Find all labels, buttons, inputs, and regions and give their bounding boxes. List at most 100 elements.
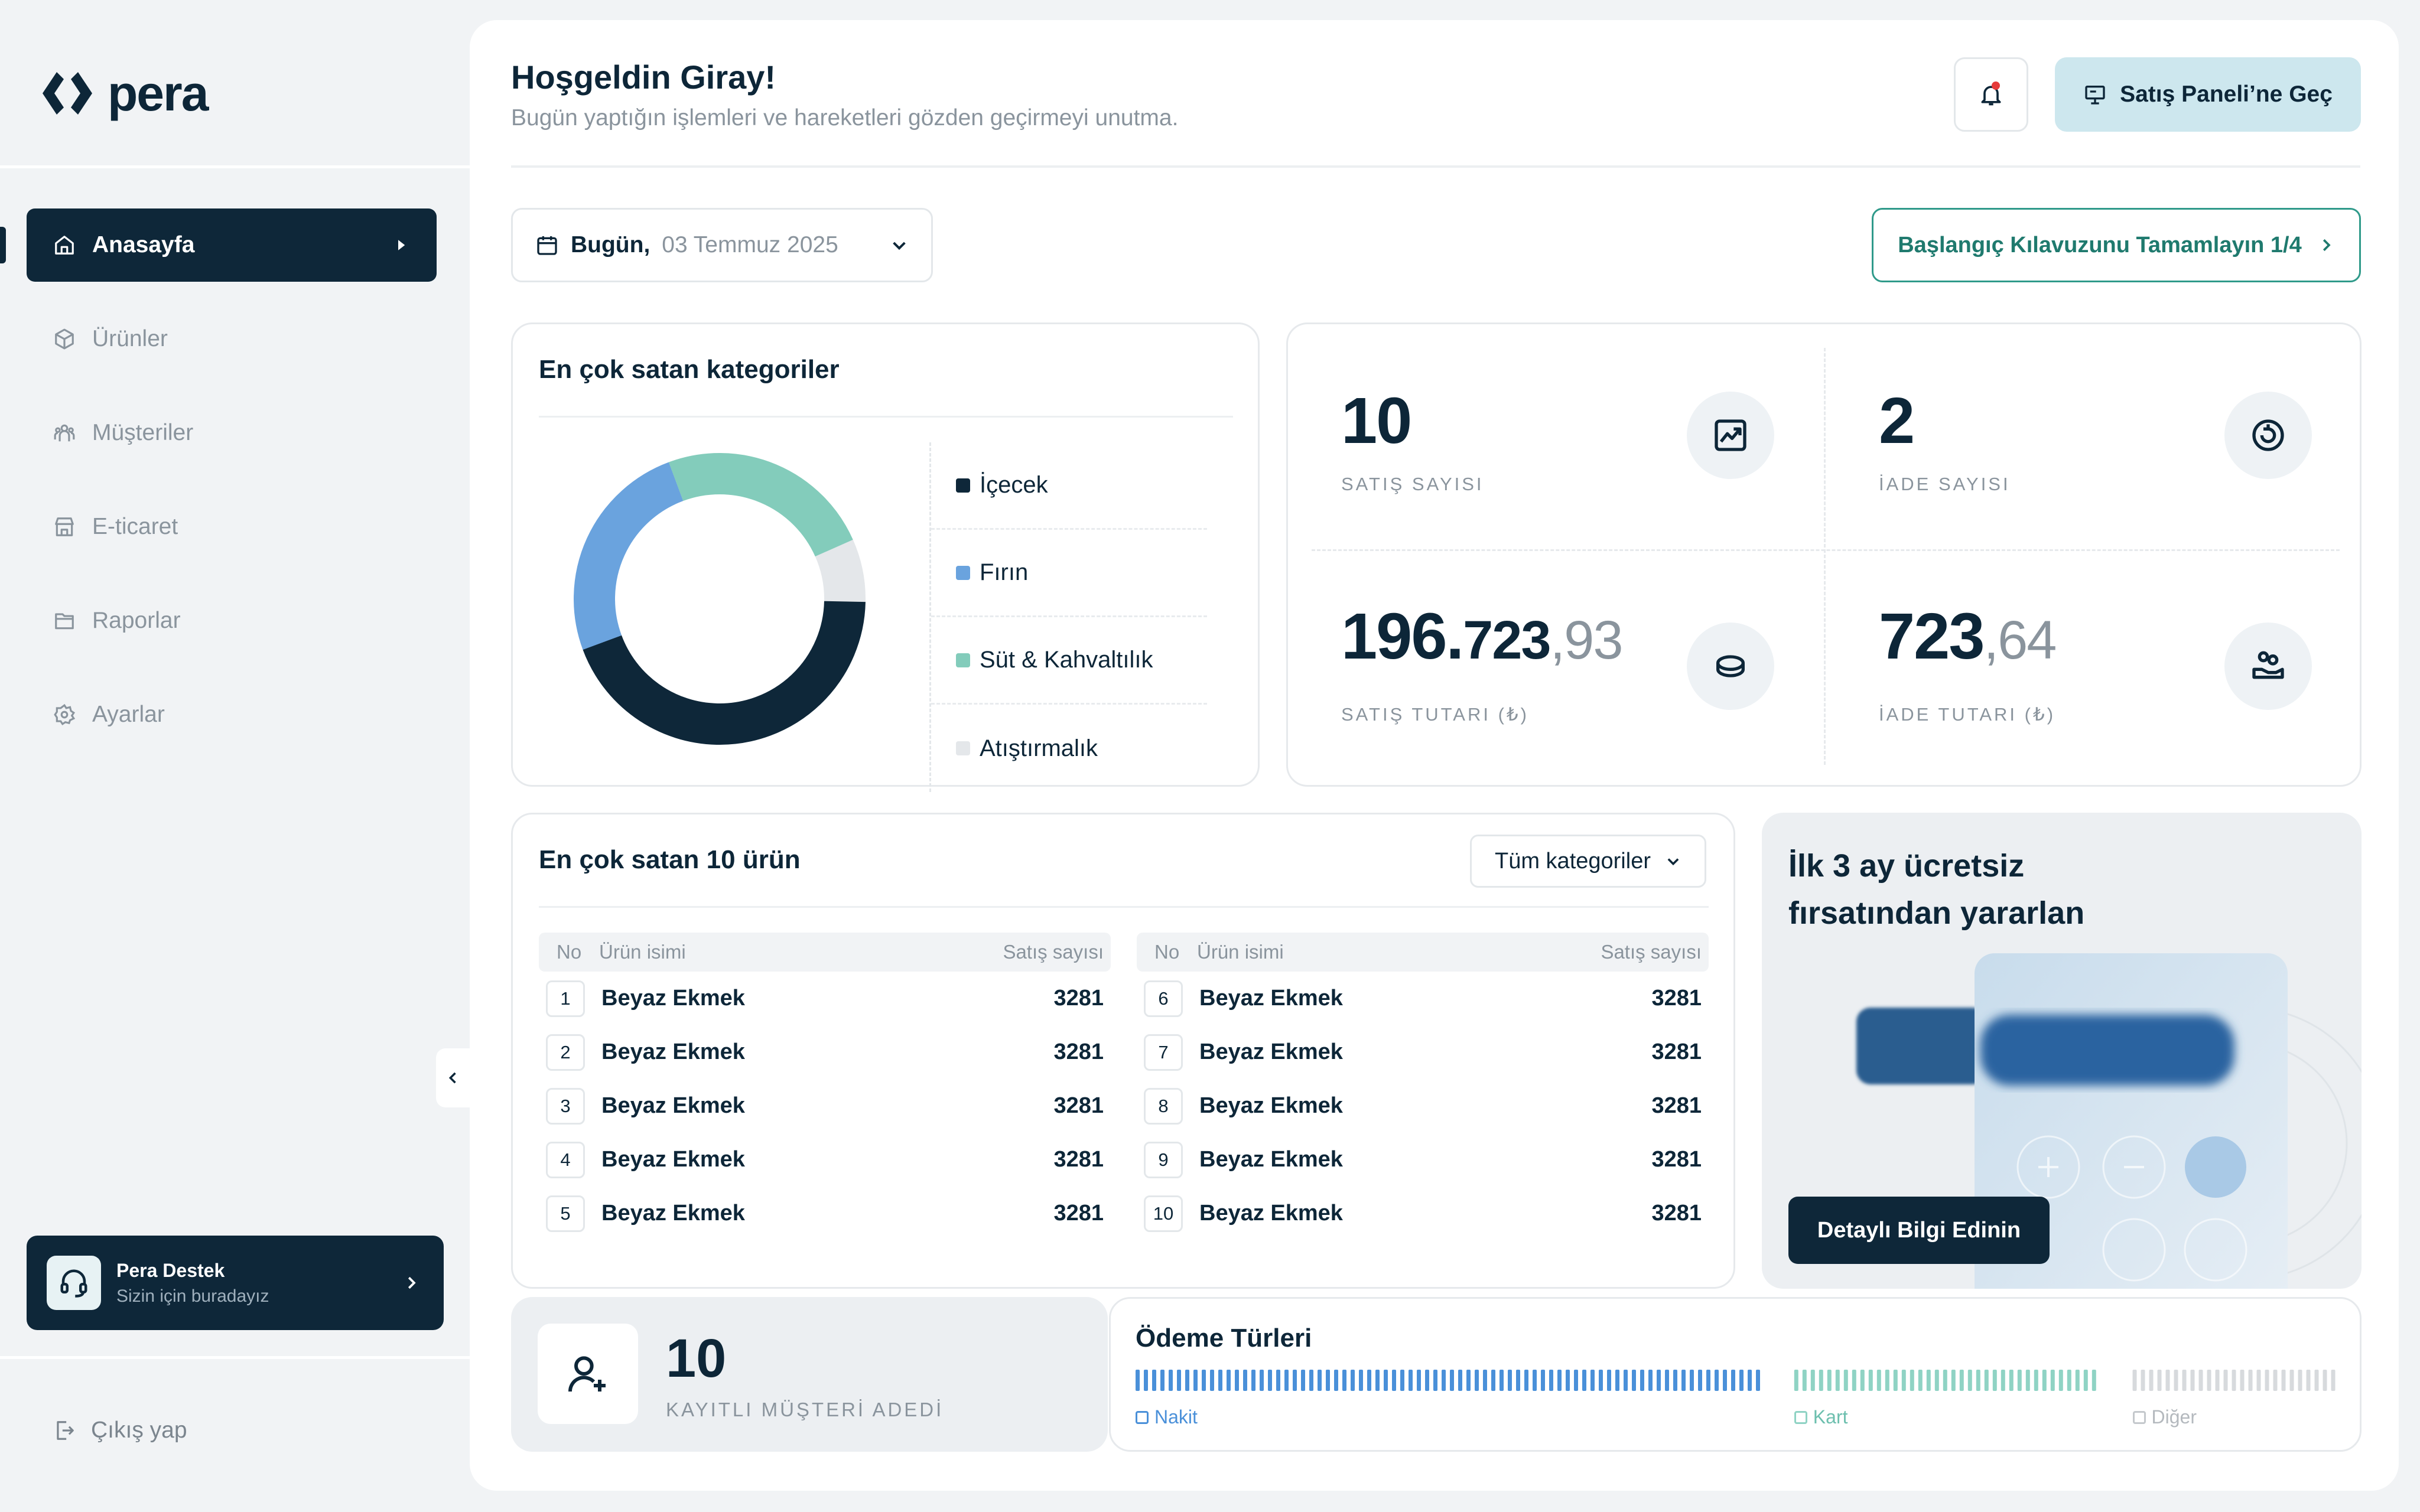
payment-bar-stripe <box>1748 1370 1752 1391</box>
payment-bar-stripe <box>1400 1370 1404 1391</box>
sidebar-item-label: Raporlar <box>92 608 181 633</box>
payment-bar-stripe <box>1466 1370 1471 1391</box>
sales-panel-button[interactable]: Satış Paneli’ne Geç <box>2055 57 2361 132</box>
table-row[interactable]: 5 Beyaz Ekmek 3281 <box>539 1187 1111 1240</box>
payment-bar-stripe <box>1934 1370 1939 1391</box>
payment-bar-stripe <box>2182 1370 2187 1391</box>
row-count: 3281 <box>1053 1147 1104 1172</box>
main-panel: Hoşgeldin Giray! Bugün yaptığın işlemler… <box>470 20 2399 1491</box>
table-row[interactable]: 4 Beyaz Ekmek 3281 <box>539 1133 1111 1187</box>
table-row[interactable]: 9 Beyaz Ekmek 3281 <box>1137 1133 1709 1187</box>
payment-bar-stripe <box>1392 1370 1396 1391</box>
page-title: Hoşgeldin Giray! <box>511 58 776 96</box>
promo-details-button[interactable]: Detaylı Bilgi Edinin <box>1788 1197 2050 1264</box>
top-products-card: En çok satan 10 ürün Tüm kategoriler No … <box>511 813 1735 1289</box>
col-name: Ürün isimi <box>1197 941 1284 963</box>
sidebar-item-musteriler[interactable]: Müşteriler <box>27 396 437 470</box>
legend-item-nakit: Nakit <box>1136 1406 1198 1428</box>
date-selector[interactable]: Bugün, 03 Temmuz 2025 <box>511 208 933 282</box>
payment-bar-stripe <box>2050 1370 2055 1391</box>
support-card[interactable]: Pera Destek Sizin için buradayız <box>27 1236 444 1330</box>
payment-segment-Diğer[interactable] <box>2132 1370 2336 1391</box>
payment-bar-stripe <box>1976 1370 1980 1391</box>
sidebar-item-anasayfa[interactable]: Anasayfa <box>27 208 437 282</box>
payment-bar-stripe <box>1268 1370 1272 1391</box>
stats-divider <box>1312 549 2340 551</box>
payment-bar-stripe <box>1359 1370 1363 1391</box>
payment-bar-stripe <box>1541 1370 1545 1391</box>
payment-bar-stripe <box>1144 1370 1148 1391</box>
legend-swatch <box>956 478 970 493</box>
table-row[interactable]: 3 Beyaz Ekmek 3281 <box>539 1079 1111 1133</box>
payment-segment-Kart[interactable] <box>1794 1370 2096 1391</box>
folder-icon <box>55 613 74 630</box>
gear-icon <box>54 703 76 726</box>
category-filter-dropdown[interactable]: Tüm kategoriler <box>1470 835 1706 888</box>
legend-swatch <box>1794 1410 1807 1424</box>
table-row[interactable]: 7 Beyaz Ekmek 3281 <box>1137 1025 1709 1079</box>
page-subtitle: Bugün yaptığın işlemleri ve hareketleri … <box>511 105 1179 131</box>
payment-bar-stripe <box>1624 1370 1628 1391</box>
row-count: 3281 <box>1053 1093 1104 1118</box>
donut-slice-Fırın[interactable] <box>572 451 867 747</box>
payment-bar-stripe <box>1533 1370 1537 1391</box>
legend-swatch <box>2132 1410 2146 1424</box>
payment-bar-stripe <box>2067 1370 2071 1391</box>
payment-bar-stripe <box>1483 1370 1487 1391</box>
registered-customers-card: 10 KAYITLI MÜŞTERİ ADEDİ <box>511 1297 1108 1452</box>
donut-slice-Atıştırmalık[interactable] <box>572 451 867 747</box>
brand-logo[interactable]: pera <box>39 64 209 123</box>
donut-slice-Süt & Kahvaltılık[interactable] <box>572 451 867 747</box>
payment-bar-stripe <box>2009 1370 2014 1391</box>
payment-bar-stripe <box>2232 1370 2236 1391</box>
row-no: 5 <box>546 1195 585 1232</box>
table-row[interactable]: 1 Beyaz Ekmek 3281 <box>539 972 1111 1025</box>
category-donut-chart <box>572 451 867 747</box>
payment-types-bar <box>1136 1370 2336 1391</box>
payment-bar-stripe <box>1251 1370 1255 1391</box>
row-name: Beyaz Ekmek <box>601 1040 745 1064</box>
payment-bar-stripe <box>1802 1370 1807 1391</box>
sidebar-item-ayarlar[interactable]: Ayarlar <box>27 678 437 751</box>
table-row[interactable]: 8 Beyaz Ekmek 3281 <box>1137 1079 1709 1133</box>
sidebar-item-eticaret[interactable]: E-ticaret <box>27 490 437 563</box>
sidebar-item-raporlar[interactable]: Raporlar <box>27 584 437 657</box>
payment-bar-stripe <box>1549 1370 1553 1391</box>
sidebar-item-label: Anasayfa <box>92 232 195 258</box>
payment-bar-stripe <box>1852 1370 1856 1391</box>
payment-bar-stripe <box>2314 1370 2319 1391</box>
caret-right-icon <box>398 240 405 250</box>
onboarding-guide-button[interactable]: Başlangıç Kılavuzunu Tamamlayın 1/4 <box>1872 208 2361 282</box>
payment-bar-stripe <box>1202 1370 1206 1391</box>
sidebar-item-urunler[interactable]: Ürünler <box>27 302 437 376</box>
payment-types-card: Ödeme Türleri Nakit Kart Diğer <box>1109 1297 2362 1452</box>
box-icon <box>55 328 74 350</box>
table-row[interactable]: 10 Beyaz Ekmek 3281 <box>1137 1187 1709 1240</box>
legend-label: İçecek <box>980 472 1048 498</box>
payment-bar-stripe <box>1491 1370 1495 1391</box>
stat-value: 2 <box>1879 384 1915 457</box>
notifications-button[interactable] <box>1954 57 2028 132</box>
payment-segment-Nakit[interactable] <box>1136 1370 1760 1391</box>
payment-bar-stripe <box>2306 1370 2311 1391</box>
payment-bar-stripe <box>1943 1370 1947 1391</box>
payment-bar-stripe <box>2207 1370 2211 1391</box>
payment-bar-stripe <box>1516 1370 1520 1391</box>
payment-bar-stripe <box>1152 1370 1156 1391</box>
sidebar-collapse-button[interactable] <box>436 1048 470 1107</box>
promo-title: İlk 3 ay ücretsiz fırsatından yararlan <box>1788 842 2084 937</box>
payment-bar-stripe <box>1640 1370 1644 1391</box>
top-categories-card: En çok satan kategoriler İçecek Fırın Sü… <box>511 322 1260 792</box>
payment-bar-stripe <box>1885 1370 1889 1391</box>
donut-slice-İçecek[interactable] <box>574 453 866 745</box>
row-name: Beyaz Ekmek <box>601 1201 745 1226</box>
payment-bar-stripe <box>1681 1370 1686 1391</box>
legend-label: Atıştırmalık <box>980 735 1098 761</box>
table-row[interactable]: 6 Beyaz Ekmek 3281 <box>1137 972 1709 1025</box>
payment-bar-stripe <box>1301 1370 1305 1391</box>
payment-bar-stripe <box>2198 1370 2203 1391</box>
payment-bar-stripe <box>1557 1370 1562 1391</box>
sidebar-item-label: E-ticaret <box>92 514 178 539</box>
table-row[interactable]: 2 Beyaz Ekmek 3281 <box>539 1025 1111 1079</box>
logout-button[interactable]: Çıkış yap <box>53 1418 187 1443</box>
